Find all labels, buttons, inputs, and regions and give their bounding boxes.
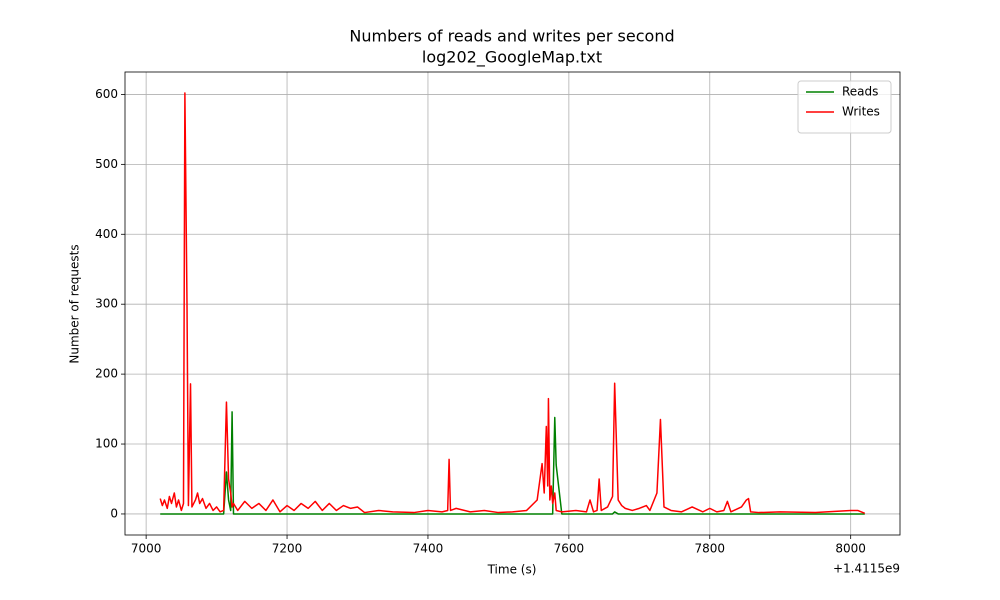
x-tick-label: 7400 bbox=[413, 542, 444, 556]
x-tick-label: 7800 bbox=[694, 542, 725, 556]
chart-title: Numbers of reads and writes per second bbox=[349, 27, 674, 46]
y-axis-label: Number of requests bbox=[68, 244, 82, 363]
legend-label: Writes bbox=[842, 105, 880, 119]
x-tick-label: 7000 bbox=[131, 542, 162, 556]
series-line bbox=[160, 411, 865, 515]
series-line bbox=[159, 92, 866, 514]
x-tick-label: 7200 bbox=[272, 542, 303, 556]
plot-frame bbox=[124, 71, 901, 536]
y-tick-label: 400 bbox=[95, 227, 118, 241]
y-tick-label: 300 bbox=[95, 297, 118, 311]
x-tick-label: 7600 bbox=[554, 542, 585, 556]
legend-label: Reads bbox=[842, 85, 878, 99]
legend-box bbox=[797, 80, 892, 134]
x-offset-label: +1.4115e9 bbox=[833, 562, 900, 576]
y-tick-label: 100 bbox=[95, 437, 118, 451]
y-tick-label: 200 bbox=[95, 367, 118, 381]
y-tick-label: 0 bbox=[110, 506, 118, 520]
chart-subtitle: log202_GoogleMap.txt bbox=[422, 48, 602, 68]
x-tick-label: 8000 bbox=[835, 542, 866, 556]
y-tick-label: 500 bbox=[95, 157, 118, 171]
x-axis-label: Time (s) bbox=[487, 563, 537, 577]
y-tick-label: 600 bbox=[95, 87, 118, 101]
